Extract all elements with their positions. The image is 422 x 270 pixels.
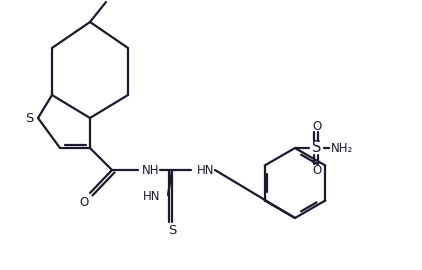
Text: HN: HN: [197, 164, 215, 177]
Text: S: S: [168, 224, 176, 238]
Text: S: S: [312, 140, 322, 156]
Text: O: O: [312, 164, 322, 177]
Text: NH: NH: [142, 164, 160, 177]
Text: NH₂: NH₂: [331, 141, 353, 154]
Text: O: O: [312, 120, 322, 133]
Text: HN: HN: [143, 190, 161, 202]
Text: O: O: [79, 195, 89, 208]
Text: S: S: [25, 113, 33, 126]
